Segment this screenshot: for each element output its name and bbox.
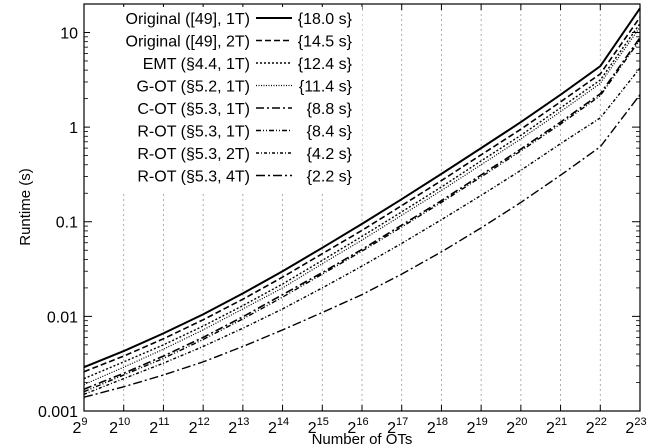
y-tick-label: 10: [60, 25, 78, 42]
y-tick-label: 0.001: [38, 404, 78, 421]
x-tick-label: 217: [387, 416, 408, 437]
series-layer: [83, 7, 641, 398]
x-tick-label: 222: [586, 416, 607, 437]
legend-label-7: R-OT (§5.3, 2T): [137, 146, 250, 163]
x-tick-label: 213: [228, 416, 249, 437]
x-tick-label: 221: [546, 416, 567, 437]
series-line-7: [83, 67, 641, 395]
y-tick-label: 0.01: [47, 309, 78, 326]
legend-value-6: {8.4 s}: [307, 124, 353, 141]
legend-value-1: {18.0 s}: [298, 11, 353, 28]
legend-label-2: Original ([49], 2T): [126, 34, 250, 51]
y-tick-label: 0.1: [56, 215, 78, 232]
x-tick-label: 214: [268, 416, 289, 437]
legend-label-1: Original ([49], 1T): [126, 11, 250, 28]
legend-value-3: {12.4 s}: [298, 56, 353, 73]
x-tick-label: 212: [189, 416, 210, 437]
x-tick-label: 218: [427, 416, 448, 437]
x-tick-label: 210: [109, 416, 130, 437]
legend-value-5: {8.8 s}: [307, 101, 353, 118]
legend-label-3: EMT (§4.4, 1T): [143, 56, 250, 73]
legend-label-8: R-OT (§5.3, 4T): [137, 169, 250, 186]
legend-label-5: C-OT (§5.3, 1T): [137, 101, 250, 118]
x-tick-label: 211: [149, 416, 169, 437]
legend: Original ([49], 1T) {18.0 s} Original ([49…: [90, 7, 362, 191]
x-tick-label: 223: [625, 416, 646, 437]
series-line-2: [83, 16, 641, 373]
legend-label-6: R-OT (§5.3, 1T): [137, 124, 250, 141]
series-line-8: [83, 94, 641, 398]
x-tick-label: 219: [467, 416, 488, 437]
series-line-5: [83, 37, 641, 390]
series-line-1: [83, 7, 641, 369]
x-tick-label: 216: [347, 416, 368, 437]
y-axis-title: Runtime (s): [17, 168, 34, 246]
legend-value-4: {11.4 s}: [299, 79, 353, 96]
legend-label-4: G-OT (§5.2, 1T): [136, 79, 250, 96]
x-tick-label: 215: [308, 416, 329, 437]
legend-background: [90, 7, 362, 191]
x-tick-label: 220: [506, 416, 527, 437]
x-tick-label: 29: [72, 416, 87, 437]
legend-value-7: {4.2 s}: [307, 146, 353, 163]
legend-value-8: {2.2 s}: [307, 169, 353, 186]
legend-value-2: {14.5 s}: [298, 34, 353, 51]
tick-layer: 29 210 211 212 213 214 215 216 217 218 219 220 221 22…: [38, 3, 647, 437]
x-axis-title: Number of OTs: [312, 431, 413, 448]
series-line-3: [83, 23, 641, 380]
y-tick-label: 1: [69, 120, 78, 137]
